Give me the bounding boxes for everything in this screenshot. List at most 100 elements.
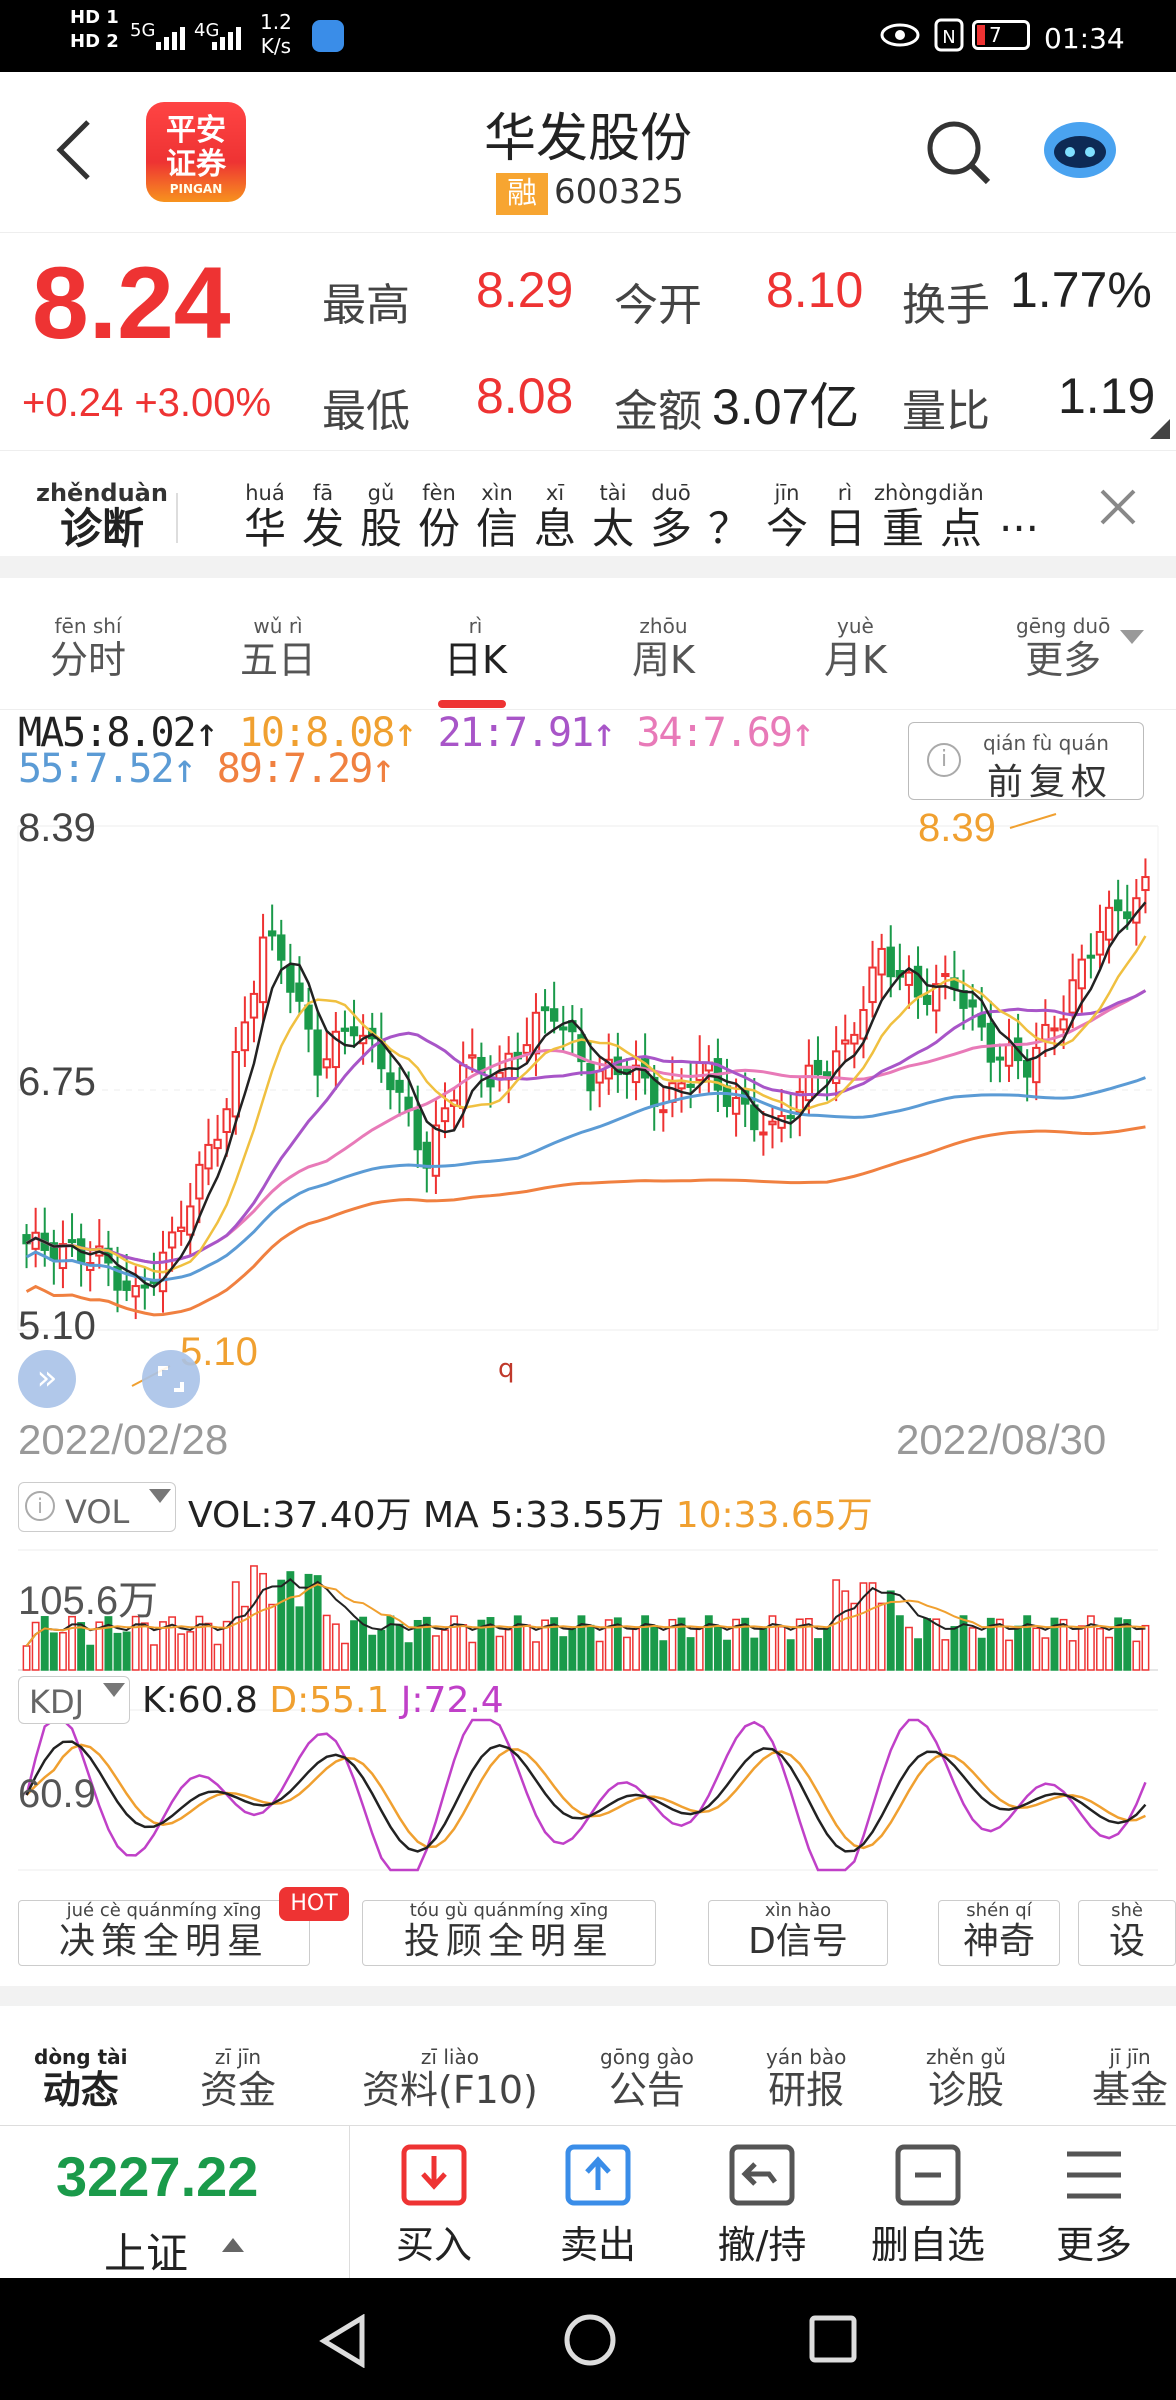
kline-chart[interactable]: MA5:8.02↑ 10:8.08↑ 21:7.91↑ 34:7.69↑ 55:… — [0, 710, 1176, 1976]
volume-bar — [541, 1619, 549, 1671]
headline-char: duō 多 — [649, 481, 692, 553]
candle — [786, 1115, 795, 1120]
volume-bar — [532, 1641, 540, 1671]
system-nav-bar — [0, 2278, 1176, 2400]
low-value: 8.08 — [476, 368, 574, 424]
ma-legend-item: MA5:8.02↑ — [18, 710, 219, 756]
tab-fund[interactable]: jī jīn 基金 — [1092, 2045, 1169, 2112]
chevron-down-icon[interactable] — [1120, 630, 1144, 650]
volume-bar — [404, 1642, 413, 1671]
buy-button[interactable]: 买入 — [374, 2144, 494, 2269]
sell-button[interactable]: 卖出 — [538, 2144, 658, 2269]
volume-bar — [168, 1616, 177, 1671]
d-signal-button[interactable]: xìn hào D信号 — [708, 1900, 888, 1966]
volume-bar — [140, 1622, 149, 1671]
diagnosis-bar[interactable]: zhěnduàn 诊断 huá 华 fā 发 gǔ 股 fèn 份 xìn 信 xī 息 tài 太 duō… — [0, 450, 1176, 556]
candle — [1113, 899, 1123, 912]
candle — [522, 1044, 532, 1054]
volume-bar — [577, 1615, 586, 1671]
volume-bar — [486, 1617, 495, 1671]
headline-char: huá 华 — [243, 481, 286, 553]
remove-watchlist-button[interactable]: 删自选 — [868, 2144, 988, 2269]
fullscreen-icon[interactable] — [142, 1350, 200, 1408]
magic-button[interactable]: shén qí 神奇 — [938, 1900, 1060, 1966]
robot-assistant-icon[interactable] — [1040, 114, 1120, 188]
candle — [140, 1284, 149, 1289]
index-widget[interactable]: 3227.22 上证 — [0, 2126, 350, 2278]
candle — [859, 1009, 868, 1040]
back-icon[interactable] — [54, 118, 94, 186]
volume-bar — [632, 1628, 640, 1671]
volume-bar — [1068, 1640, 1077, 1671]
kdj-indicator-select[interactable]: KDJ — [18, 1676, 130, 1724]
candle — [804, 1064, 814, 1102]
volume-bar — [49, 1632, 58, 1671]
ma-legend-item: 34:7.69↑ — [614, 710, 815, 756]
tab-research[interactable]: yán bào 研报 — [766, 2045, 847, 2112]
candle — [231, 1051, 240, 1118]
tab-five-day[interactable]: wǔ rì 五日 — [240, 614, 317, 682]
advisor-allstar-button[interactable]: tóu gù quánmíng xīng 投顾全明星 — [362, 1900, 656, 1966]
candle — [222, 1108, 231, 1133]
volume-bar — [823, 1626, 831, 1671]
tab-announcements[interactable]: gōng gào 公告 — [600, 2045, 694, 2112]
volume-bar — [586, 1624, 595, 1671]
tab-more[interactable]: gēng duō 更多 — [1016, 614, 1111, 682]
volume-bar — [1059, 1618, 1068, 1671]
tab-funds-flow[interactable]: zī jīn 资金 — [200, 2045, 277, 2112]
decision-allstar-button[interactable]: jué cè quánmíng xīng 决策全明星 HOT — [18, 1887, 349, 1966]
candle — [941, 973, 950, 978]
vol-ma10-line — [25, 1583, 1146, 1647]
candle — [932, 983, 941, 1012]
volume-bar — [1114, 1617, 1123, 1671]
volume-bars — [22, 1565, 1150, 1671]
tab-news[interactable]: dòng tài 动态 — [34, 2045, 128, 2112]
volume-bar — [522, 1624, 531, 1671]
vol-indicator-select[interactable]: i VOL — [18, 1482, 176, 1532]
candle — [1032, 1046, 1041, 1084]
volume-bar — [1032, 1627, 1041, 1671]
low-label: 最低 — [322, 386, 410, 437]
settings-button[interactable]: shè 设 — [1078, 1900, 1176, 1966]
tab-monthly-k[interactable]: yuè 月K — [824, 614, 887, 682]
withdraw-icon — [729, 2144, 795, 2206]
volume-bar — [268, 1603, 277, 1671]
more-button[interactable]: 更多 — [1034, 2144, 1154, 2269]
volume-bar — [113, 1632, 122, 1671]
volume-bar — [595, 1640, 604, 1671]
tab-weekly-k[interactable]: zhōu 周K — [632, 614, 695, 682]
fast-forward-icon[interactable]: » — [18, 1350, 76, 1408]
candle — [904, 971, 914, 986]
net-5g: 5G — [130, 20, 156, 41]
withdraw-hold-button[interactable]: 撤/持 — [702, 2144, 822, 2269]
ma-legend-item: 21:7.91↑ — [415, 710, 617, 756]
volume-bar — [868, 1582, 877, 1671]
ma5-line — [25, 901, 1147, 1289]
volume-bar — [68, 1615, 76, 1671]
tab-f10[interactable]: zī liào 资料(F10) — [362, 2045, 538, 2112]
volume-bar — [295, 1606, 304, 1671]
volume-bar — [122, 1631, 131, 1671]
volume-bar — [613, 1617, 622, 1671]
nav-home-icon[interactable] — [562, 2312, 618, 2368]
price-adjust-button[interactable]: i qián fù quán 前复权 — [908, 722, 1144, 803]
nav-recents-icon[interactable] — [808, 2314, 858, 2364]
volume-bar — [668, 1618, 677, 1671]
headline-char: ··· — [998, 504, 1040, 553]
separator — [0, 556, 1176, 578]
diagnosis-headline[interactable]: huá 华 fā 发 gǔ 股 fèn 份 xìn 信 xī 息 tài 太 duō 多 ？ jīn 今 rì 日 zh… — [236, 481, 1048, 553]
tab-daily-k[interactable]: rì 日K — [444, 614, 507, 682]
candle — [886, 946, 895, 978]
nav-back-icon[interactable] — [318, 2314, 368, 2368]
volume-bar — [732, 1618, 741, 1671]
candle — [177, 1226, 186, 1233]
tab-diagnose[interactable]: zhěn gǔ 诊股 — [926, 2045, 1006, 2112]
search-icon[interactable] — [924, 118, 994, 192]
kdj-j-line — [25, 1718, 1147, 1872]
turnover-value: 1.77% — [1010, 262, 1152, 318]
volume-bar — [923, 1618, 932, 1671]
expand-corner-icon[interactable] — [1150, 419, 1170, 443]
tab-intraday[interactable]: fēn shí 分时 — [50, 614, 127, 682]
close-icon[interactable] — [1096, 485, 1140, 533]
stock-name: 华发股份 — [483, 109, 692, 169]
